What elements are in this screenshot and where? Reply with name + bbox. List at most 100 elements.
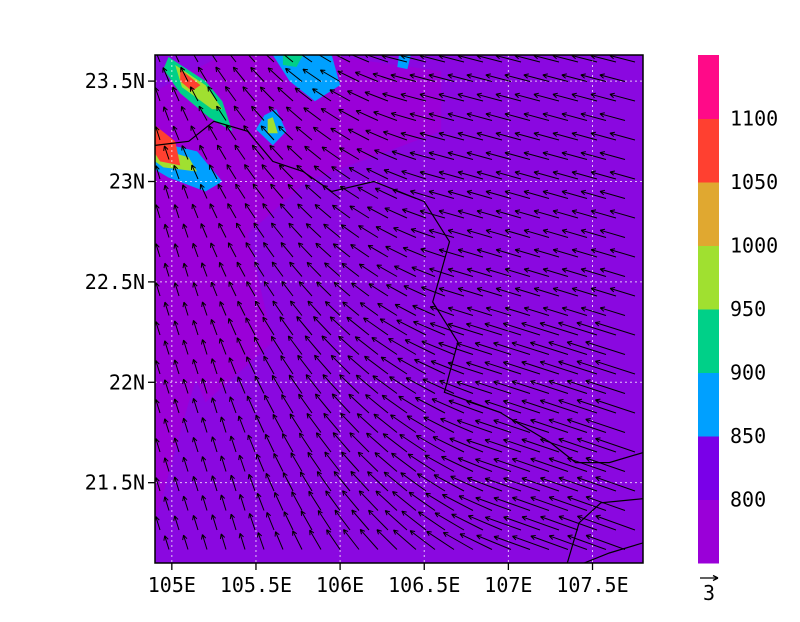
wind-vector <box>495 170 522 180</box>
wind-vector <box>211 55 218 63</box>
wind-vector <box>332 243 351 258</box>
wind-vector <box>247 55 256 63</box>
wind-vector <box>388 338 417 355</box>
wind-vector <box>542 189 569 199</box>
wind-vector <box>590 131 617 141</box>
wind-vector <box>539 399 579 414</box>
wind-vector <box>339 374 360 394</box>
wind-vector <box>247 473 256 492</box>
lon-tick-label: 106E <box>316 573 364 597</box>
wind-vector <box>421 340 455 355</box>
wind-vector <box>374 452 398 472</box>
wind-vector <box>287 183 303 199</box>
wind-vector <box>457 131 484 141</box>
wind-vector <box>419 92 446 102</box>
wind-vector <box>283 511 294 531</box>
wind-vector <box>349 432 370 453</box>
wind-vector <box>192 514 199 531</box>
wind-vector <box>182 534 189 550</box>
wind-vector <box>466 73 493 82</box>
wind-vector <box>585 495 626 511</box>
wind-vector <box>609 131 636 141</box>
wind-vector <box>210 436 218 453</box>
wind-vector <box>281 280 294 297</box>
wind-vector <box>349 205 370 219</box>
wind-vector <box>229 513 237 531</box>
wind-vector <box>278 164 294 180</box>
wind-vector <box>321 146 341 160</box>
wind-vector <box>172 125 180 141</box>
wind-vector <box>224 86 237 102</box>
wind-vector <box>246 395 256 414</box>
wind-vector <box>216 105 227 121</box>
wind-vector <box>542 112 569 121</box>
wind-vector <box>495 92 522 102</box>
wind-vector <box>271 261 284 277</box>
wind-vector <box>465 322 503 336</box>
wind-vector <box>484 477 522 492</box>
wind-vector <box>316 281 332 297</box>
wind-vector <box>163 184 170 199</box>
wind-vector <box>296 164 313 180</box>
wind-vector <box>358 490 379 511</box>
lon-tick-label: 107E <box>484 573 532 597</box>
wind-vector <box>514 92 541 102</box>
border-line <box>155 120 643 464</box>
colorbar-label: 1000 <box>730 234 778 258</box>
wind-vector <box>201 378 208 394</box>
contour-1000 <box>267 117 278 134</box>
wind-vector <box>366 432 389 453</box>
wind-vector <box>533 92 560 102</box>
wind-vector <box>493 535 531 550</box>
wind-vector <box>368 283 389 297</box>
wind-vector <box>567 495 607 511</box>
wind-vector <box>270 183 284 199</box>
wind-vector <box>466 306 493 316</box>
wind-vector <box>484 399 522 414</box>
wind-vector <box>380 356 408 375</box>
wind-vector <box>548 496 588 511</box>
wind-vector <box>192 475 199 492</box>
wind-vector <box>331 166 351 180</box>
wind-vector <box>476 209 503 219</box>
wind-vector <box>182 301 189 316</box>
wind-vector <box>287 335 303 355</box>
wind-vector <box>511 457 550 472</box>
wind-vector <box>447 322 484 336</box>
wind-vector <box>162 67 170 82</box>
wind-vector <box>191 164 199 180</box>
wind-vector <box>289 300 303 316</box>
wind-vector <box>407 453 436 472</box>
wind-vector <box>530 457 569 472</box>
wind-vector <box>235 183 246 199</box>
wind-vector <box>548 341 588 355</box>
wind-vector <box>295 126 313 141</box>
wind-vector <box>408 491 436 511</box>
wind-vector <box>585 418 626 433</box>
wind-vector <box>313 316 332 336</box>
wind-vector <box>359 528 379 550</box>
wind-vector <box>428 228 455 238</box>
wind-vector <box>325 490 341 511</box>
lon-tick-label: 106.5E <box>388 573 460 597</box>
wind-vector <box>198 105 208 121</box>
wind-vector <box>511 496 550 511</box>
wind-vector <box>376 264 398 277</box>
wind-vector <box>192 282 199 297</box>
colorbar-segment <box>698 372 719 437</box>
wind-vector <box>219 455 227 472</box>
wind-vector <box>371 337 398 355</box>
wind-vector <box>262 316 275 336</box>
longitude-axis: 105E 105.5E 106E 106.5E 107E 107.5E <box>148 563 629 597</box>
wind-vector <box>163 301 170 316</box>
wind-vector <box>466 189 493 199</box>
colorbar-segment <box>698 245 719 310</box>
wind-vector <box>355 109 379 121</box>
reference-arrow-head <box>712 574 719 582</box>
contour-1100 <box>155 125 181 166</box>
wind-vector <box>420 247 446 258</box>
wind-vector <box>542 306 569 316</box>
wind-vector <box>376 529 398 550</box>
wind-vector <box>566 418 607 433</box>
wind-vector <box>552 209 579 219</box>
